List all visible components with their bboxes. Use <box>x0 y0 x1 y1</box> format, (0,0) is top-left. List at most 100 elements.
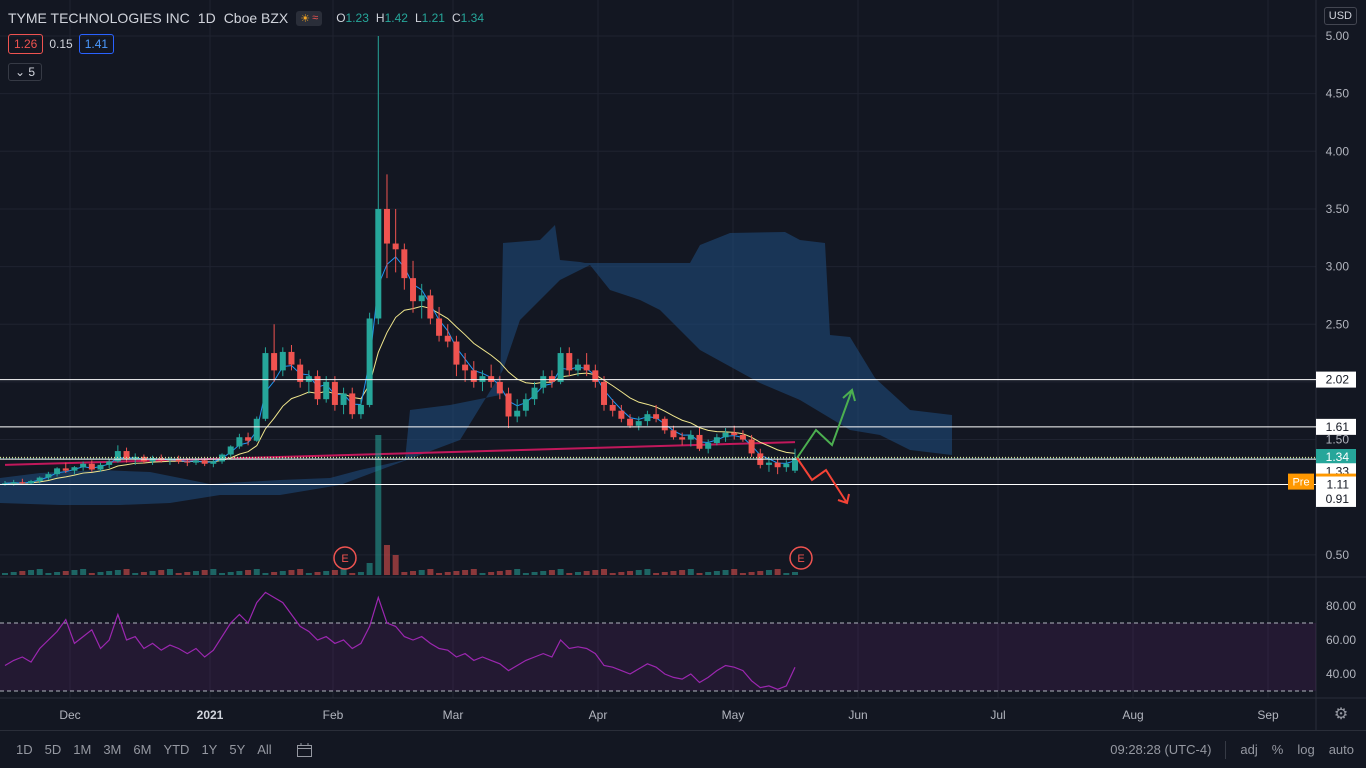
candle-body <box>314 376 321 400</box>
volume-bar <box>722 570 729 575</box>
volume-bar <box>462 570 469 575</box>
volume-bar <box>288 570 295 575</box>
low-tag: 0.91 <box>1316 490 1356 507</box>
candle-body <box>192 460 199 463</box>
scale-option-log[interactable]: log <box>1297 742 1315 757</box>
volume-bar <box>696 573 703 575</box>
candle-body <box>653 414 660 419</box>
candle-body <box>36 477 43 482</box>
ema-slow-line <box>4 305 796 484</box>
currency-button[interactable]: USD <box>1323 7 1357 25</box>
volume-bar <box>531 572 538 575</box>
candle-body <box>392 243 399 250</box>
earnings-marker[interactable]: E <box>789 546 813 570</box>
candle-body <box>713 437 720 444</box>
chart-canvas[interactable]: EE5.004.504.003.503.002.502.001.500.502.… <box>0 0 1366 730</box>
candle-body <box>288 351 295 365</box>
rsi-axis-label: 40.00 <box>1326 667 1356 681</box>
session-badges[interactable]: ☀ ≈ <box>296 10 323 26</box>
volume-bar <box>45 573 52 575</box>
candle-body <box>583 364 590 371</box>
indicator-value-3[interactable]: 1.41 <box>78 34 115 54</box>
calendar-goto-icon[interactable] <box>296 742 314 758</box>
rsi-band <box>0 623 1316 691</box>
sun-icon: ☀ <box>300 12 311 25</box>
candle-body <box>331 381 338 405</box>
range-1d[interactable]: 1D <box>16 742 33 757</box>
volume-bar <box>253 569 260 575</box>
candle-body <box>71 467 78 471</box>
range-ytd[interactable]: YTD <box>163 742 190 757</box>
price-axis-label: 5.00 <box>1326 29 1350 43</box>
time-axis-label: May <box>722 708 745 722</box>
volume-bar <box>488 572 495 575</box>
earnings-marker[interactable]: E <box>333 546 357 570</box>
projection-up-arrow <box>796 389 853 459</box>
candle-body <box>592 370 599 382</box>
exchange-label: Cboe BZX <box>223 10 289 26</box>
volume-bar <box>10 572 17 575</box>
range-5y[interactable]: 5Y <box>229 742 246 757</box>
volume-bar <box>97 572 104 575</box>
candle-body <box>418 295 425 302</box>
symbol-name[interactable]: TYME TECHNOLOGIES INC <box>8 10 190 26</box>
candle-body <box>271 353 278 371</box>
volume-bar <box>765 570 772 575</box>
price-tag-text: 2.02 <box>1326 373 1350 387</box>
range-all[interactable]: All <box>257 742 272 757</box>
candle-body <box>175 459 182 462</box>
candle-body <box>19 482 26 484</box>
price-tag-bg <box>1316 448 1356 465</box>
range-6m[interactable]: 6M <box>133 742 152 757</box>
earnings-label: E <box>797 553 804 565</box>
range-1m[interactable]: 1M <box>73 742 92 757</box>
candle-body <box>661 418 668 431</box>
volume-bar <box>557 569 564 575</box>
candle-body <box>227 446 234 455</box>
scale-option-adj[interactable]: adj <box>1240 742 1258 757</box>
range-1y[interactable]: 1Y <box>201 742 218 757</box>
candle-body <box>479 376 486 382</box>
volume-bar <box>158 570 165 575</box>
volume-bar <box>2 573 8 575</box>
volume-bar <box>149 571 156 575</box>
price-tag-text: 1.34 <box>1326 450 1350 464</box>
indicators-collapse-button[interactable]: ⌄ 5 <box>8 63 43 81</box>
price-tag-bg <box>1316 476 1356 493</box>
price-axis-label: 0.50 <box>1326 548 1350 562</box>
volume-bar <box>132 573 139 575</box>
volume-bar <box>210 569 217 575</box>
candle-body <box>696 434 703 449</box>
volume-bar <box>635 570 642 575</box>
time-axis-label: Aug <box>1122 708 1143 722</box>
price-axis-label: 4.50 <box>1326 87 1350 101</box>
interval-label[interactable]: 1D <box>197 10 216 26</box>
volume-bar <box>392 555 399 575</box>
candle-body <box>297 364 304 382</box>
candle-body <box>739 434 746 440</box>
dividend-icon: ≈ <box>312 11 319 24</box>
settings-gear-icon[interactable]: ⚙ <box>1333 706 1349 723</box>
volume-bar <box>323 571 330 575</box>
candle-body <box>765 462 772 465</box>
ohlc-readout: O1.23 H1.42 L1.21 C1.34 <box>336 11 485 25</box>
candle-body <box>184 461 191 463</box>
volume-bar <box>583 571 590 575</box>
volume-bar <box>679 570 686 575</box>
candle-body <box>410 278 417 302</box>
candle-body <box>601 381 608 405</box>
clock-time[interactable]: 09:28:28 (UTC-4) <box>1110 742 1212 757</box>
scale-option-percent[interactable]: % <box>1271 742 1284 757</box>
indicator-value-1[interactable]: 1.26 <box>8 34 44 54</box>
range-3m[interactable]: 3M <box>103 742 122 757</box>
volume-bar <box>36 569 43 575</box>
volume-bar <box>609 573 616 575</box>
scale-option-auto[interactable]: auto <box>1328 742 1354 757</box>
range-5d[interactable]: 5D <box>44 742 62 757</box>
price-tag-text: 1.61 <box>1326 420 1350 434</box>
volume-bar <box>262 573 269 575</box>
candle-body <box>635 421 642 426</box>
candle-body <box>10 482 17 484</box>
volume-bar <box>566 573 573 575</box>
candle-body <box>540 376 547 388</box>
